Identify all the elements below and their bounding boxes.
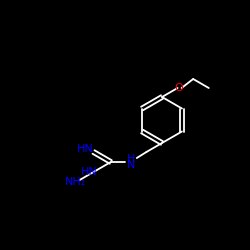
Text: O: O <box>174 83 183 93</box>
Text: NH₂: NH₂ <box>65 177 86 187</box>
Text: HN: HN <box>81 167 98 177</box>
Text: HN: HN <box>77 144 94 154</box>
Text: N: N <box>127 160 135 170</box>
Text: H: H <box>127 154 135 164</box>
